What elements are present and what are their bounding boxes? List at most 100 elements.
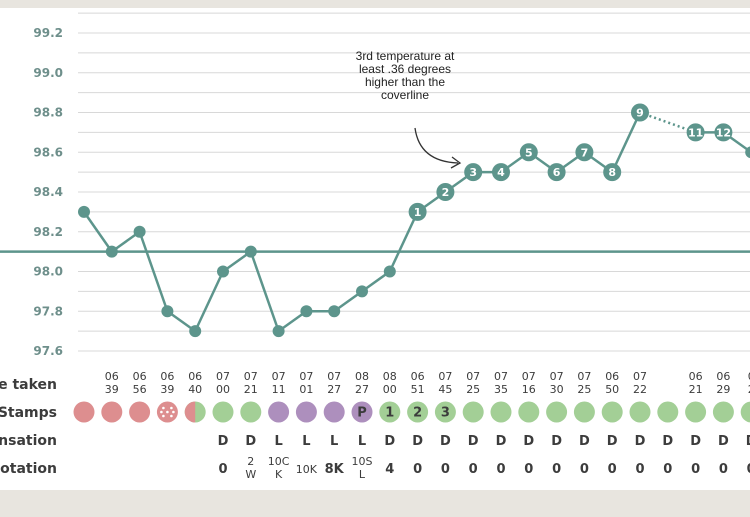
y-tick-label: 97.6	[33, 344, 63, 358]
data-point	[492, 163, 510, 182]
time-minute: 00	[216, 383, 230, 396]
bottom-border	[0, 490, 750, 517]
time-hour: 07	[577, 370, 591, 383]
stamp	[379, 401, 401, 423]
data-point-label: 2	[442, 186, 450, 199]
sensation-value: D	[662, 434, 673, 449]
time-minute: 40	[188, 383, 202, 396]
notation-value: L	[359, 468, 366, 481]
time-minute: 25	[466, 383, 480, 396]
y-tick-label: 98.6	[33, 145, 63, 159]
y-tick-label: 98.8	[33, 106, 63, 120]
top-border	[0, 0, 750, 8]
time-minute: 2	[748, 383, 750, 396]
row-label-sensation: nsation	[0, 433, 57, 449]
stamp	[685, 401, 707, 423]
sensation-value: L	[274, 434, 282, 449]
time-hour: 07	[466, 370, 480, 383]
data-point-label: 1	[414, 206, 422, 219]
notation-value: K	[275, 468, 283, 481]
y-tick-label: 98.2	[33, 225, 63, 239]
time-minute: 27	[355, 383, 369, 396]
stamp	[657, 401, 679, 423]
sensation-value: D	[746, 434, 750, 449]
stamp	[601, 401, 623, 423]
row-label-stamps: Stamps	[0, 405, 57, 421]
notation-value: 4	[385, 462, 394, 477]
sensation-value: D	[245, 434, 256, 449]
time-hour: 06	[188, 370, 202, 383]
annotation-line: 3rd temperature at	[356, 49, 455, 63]
time-hour: 07	[272, 370, 286, 383]
stamp	[462, 401, 484, 423]
sensation-value: D	[635, 434, 646, 449]
time-hour: 06	[160, 370, 174, 383]
time-minute: 39	[160, 383, 174, 396]
sensation-value: D	[468, 434, 479, 449]
stamp	[268, 401, 290, 423]
notation-value: 0	[524, 462, 533, 477]
data-point	[714, 123, 733, 142]
stamp	[240, 401, 262, 423]
data-point-label: 5	[525, 146, 533, 159]
time-minute: 01	[299, 383, 313, 396]
stamp-label: 1	[385, 406, 394, 421]
y-tick-label: 98.4	[33, 185, 63, 199]
stamp-dot	[170, 406, 173, 410]
data-point	[78, 205, 90, 218]
stamp	[295, 401, 317, 423]
sensation-value: D	[551, 434, 562, 449]
chart-panel	[0, 8, 750, 490]
data-point	[547, 163, 566, 182]
notation-value: 0	[441, 462, 450, 477]
series-segment	[138, 231, 169, 312]
data-point-label: 6	[553, 166, 561, 179]
stamp	[518, 401, 540, 423]
series-segment	[611, 111, 642, 173]
notation-value: 0	[496, 462, 505, 477]
sensation-value: L	[330, 434, 338, 449]
data-point	[105, 245, 118, 258]
time-hour: 06	[105, 370, 119, 383]
time-hour: 06	[689, 370, 703, 383]
notation-value: 0	[608, 462, 617, 477]
sensation-value: D	[440, 434, 451, 449]
data-point	[603, 163, 622, 182]
time-minute: 30	[550, 383, 564, 396]
annotation-line: coverline	[381, 88, 429, 102]
time-minute: 21	[689, 383, 703, 396]
data-point	[189, 325, 202, 338]
time-hour: 07	[522, 370, 536, 383]
time-hour: 06	[605, 370, 619, 383]
stamp-label: 3	[441, 406, 450, 421]
time-hour: 07	[327, 370, 341, 383]
stamp	[740, 401, 750, 423]
notation-value: 0	[469, 462, 478, 477]
time-hour: 07	[244, 370, 258, 383]
y-tick-label: 97.8	[33, 304, 63, 318]
time-hour: 0	[748, 370, 750, 383]
y-tick-label: 98.0	[33, 265, 63, 279]
notation-value: 0	[552, 462, 561, 477]
time-hour: 07	[494, 370, 508, 383]
stamp	[712, 401, 734, 423]
data-point	[383, 265, 396, 278]
notation-value: 0	[580, 462, 589, 477]
stamp	[573, 401, 595, 423]
notation-value: 0	[747, 462, 750, 477]
data-point-label: 4	[497, 166, 505, 179]
stamp	[546, 401, 568, 423]
time-minute: 27	[327, 383, 341, 396]
stamp	[629, 401, 651, 423]
data-point	[217, 265, 229, 278]
time-minute: 25	[577, 383, 591, 396]
stamp-dot	[166, 410, 169, 414]
notation-value: 0	[218, 462, 227, 477]
data-point	[575, 143, 594, 162]
data-point	[464, 163, 483, 182]
time-minute: 56	[133, 383, 147, 396]
data-point-label: 7	[581, 146, 589, 159]
sensation-value: D	[579, 434, 590, 449]
stamp	[101, 401, 123, 423]
